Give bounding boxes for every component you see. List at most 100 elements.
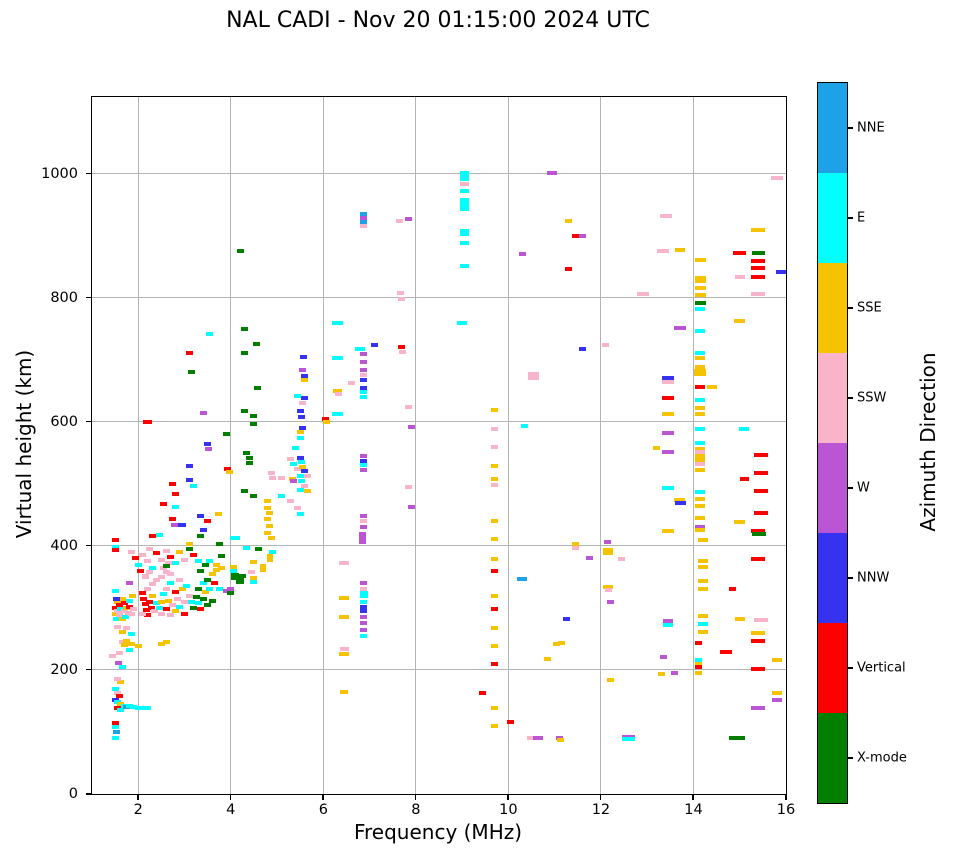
data-point	[296, 511, 304, 516]
data-point	[695, 356, 706, 361]
data-point	[119, 664, 127, 669]
data-point	[250, 579, 258, 584]
y-tick	[86, 296, 91, 299]
data-point	[248, 570, 256, 574]
data-point	[167, 613, 175, 618]
data-point	[204, 519, 212, 524]
data-point	[695, 307, 706, 312]
data-point	[299, 367, 306, 372]
data-point	[167, 581, 175, 586]
data-point	[697, 586, 708, 591]
data-point	[185, 547, 193, 552]
x-tick-label: 10	[499, 802, 518, 818]
data-point	[359, 531, 367, 536]
data-point	[140, 596, 148, 601]
data-point	[360, 394, 368, 399]
data-point	[185, 351, 193, 356]
data-point	[405, 405, 413, 410]
colorbar-tick	[847, 577, 853, 579]
data-point	[206, 559, 214, 564]
data-point	[695, 490, 706, 494]
data-point	[751, 258, 766, 263]
data-point	[185, 478, 193, 483]
y-tick-label: 400	[50, 537, 78, 554]
gridline	[92, 173, 786, 175]
data-point	[299, 426, 306, 431]
data-point	[143, 607, 151, 612]
data-point	[213, 562, 221, 567]
data-point	[323, 419, 331, 424]
data-point	[113, 599, 121, 604]
colorbar-segment	[818, 83, 847, 173]
data-point	[571, 233, 579, 238]
data-point	[662, 449, 675, 454]
data-point	[229, 568, 237, 573]
data-point	[260, 563, 267, 572]
data-point	[289, 478, 297, 483]
data-point	[176, 604, 184, 609]
data-point	[241, 326, 249, 331]
data-point	[292, 445, 300, 450]
data-point	[111, 589, 119, 594]
data-point	[299, 400, 306, 405]
data-point	[167, 555, 175, 560]
data-point	[123, 638, 131, 643]
data-point	[144, 612, 152, 617]
data-point	[360, 467, 368, 472]
data-point	[199, 527, 207, 532]
data-point	[695, 503, 706, 508]
data-point	[491, 705, 499, 710]
data-point	[751, 291, 766, 296]
data-point	[697, 630, 708, 635]
data-point	[169, 602, 177, 607]
colorbar-tick-label: E	[857, 210, 866, 226]
data-point	[143, 419, 153, 424]
data-point	[491, 408, 499, 413]
data-point	[127, 612, 135, 617]
data-point	[695, 454, 706, 459]
data-point	[585, 555, 593, 560]
data-point	[662, 375, 675, 380]
data-point	[176, 578, 184, 583]
data-point	[254, 385, 262, 390]
data-point	[571, 542, 579, 547]
data-point	[565, 266, 573, 271]
data-point	[150, 609, 158, 614]
data-point	[118, 640, 126, 645]
data-point	[224, 467, 232, 472]
data-point	[517, 576, 528, 581]
data-point	[111, 605, 119, 610]
colorbar-tick-label: SSW	[857, 390, 887, 406]
data-point	[697, 578, 708, 583]
data-point	[491, 426, 499, 431]
data-point	[117, 680, 125, 685]
data-point	[243, 545, 251, 550]
data-point	[360, 385, 368, 390]
data-point	[360, 390, 368, 395]
data-point	[278, 475, 286, 480]
data-point	[752, 532, 767, 537]
data-point	[734, 519, 746, 524]
data-point	[695, 457, 706, 462]
y-tick	[86, 793, 91, 795]
data-point	[360, 220, 368, 225]
data-point	[117, 702, 125, 707]
data-point	[659, 214, 672, 219]
colorbar-tick	[847, 397, 853, 399]
data-point	[751, 265, 766, 270]
data-point	[153, 551, 161, 556]
data-point	[190, 483, 198, 488]
data-point	[622, 737, 636, 742]
data-point	[739, 476, 749, 481]
data-point	[241, 408, 249, 413]
data-point	[526, 736, 537, 741]
data-point	[194, 559, 202, 564]
data-point	[518, 251, 526, 256]
data-point	[204, 578, 212, 583]
data-point	[112, 596, 120, 601]
y-tick-label: 600	[50, 413, 78, 430]
data-point	[218, 553, 226, 558]
data-point	[236, 576, 245, 584]
data-point	[301, 374, 309, 379]
